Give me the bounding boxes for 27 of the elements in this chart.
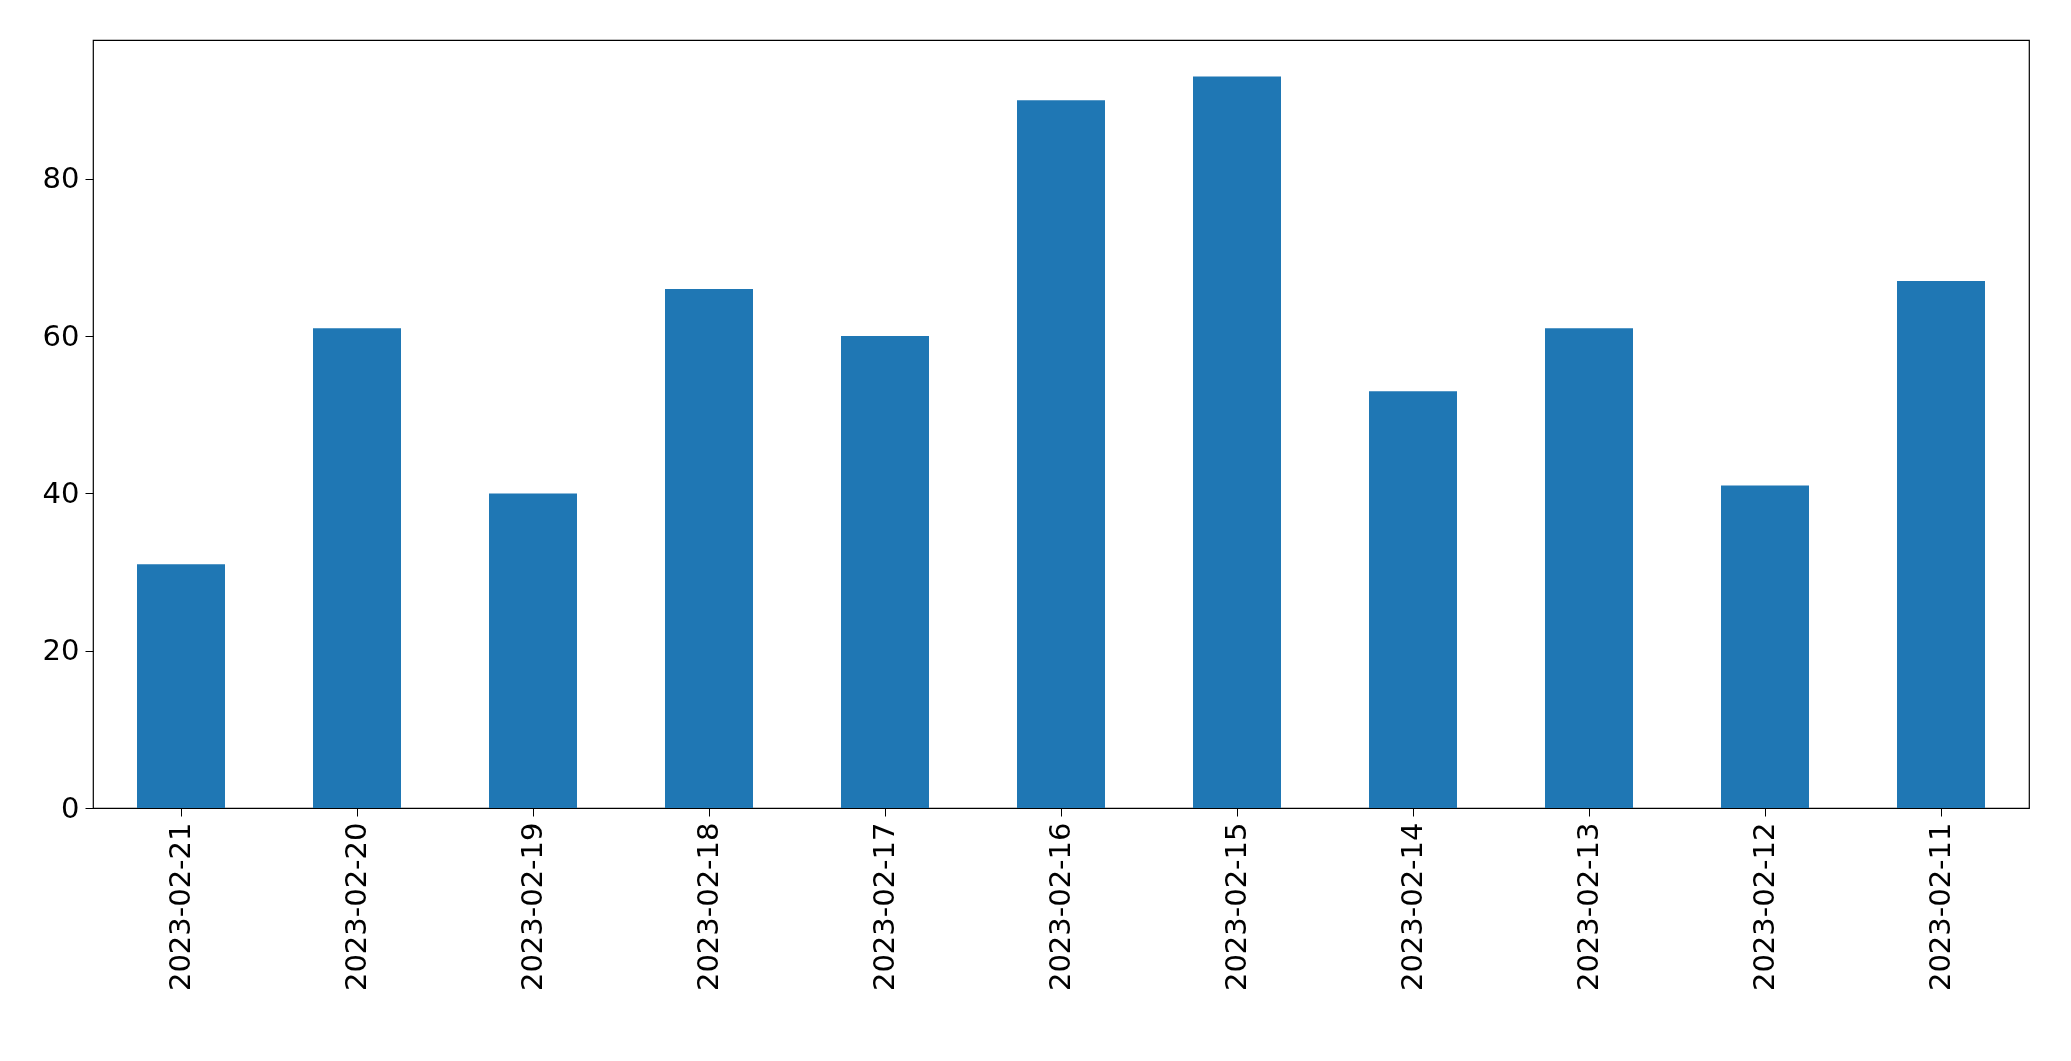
bar	[313, 328, 401, 808]
bar	[841, 336, 929, 808]
x-tick-label: 2023-02-21	[163, 822, 197, 992]
x-tick-label: 2023-02-13	[1571, 822, 1605, 992]
bar	[665, 288, 753, 808]
y-tick-label: 80	[42, 161, 80, 196]
bar	[1545, 328, 1633, 808]
bar	[1897, 281, 1985, 808]
bar	[1017, 100, 1105, 808]
y-tick-label: 40	[42, 475, 80, 510]
bar	[1369, 391, 1457, 808]
y-tick-label: 60	[42, 318, 80, 353]
x-tick-label: 2023-02-18	[691, 822, 725, 992]
y-tick-label: 0	[61, 790, 80, 825]
y-tick-label: 20	[42, 633, 80, 668]
x-tick-label: 2023-02-19	[515, 822, 549, 992]
x-tick-label: 2023-02-20	[339, 822, 373, 992]
bar	[1193, 76, 1281, 808]
x-tick-label: 2023-02-15	[1219, 822, 1253, 992]
x-tick-label: 2023-02-12	[1747, 822, 1781, 992]
x-tick-label: 2023-02-17	[867, 822, 901, 992]
bar	[1721, 485, 1809, 808]
bar	[489, 493, 577, 808]
x-tick-label: 2023-02-14	[1395, 822, 1429, 992]
bar	[137, 564, 225, 808]
x-tick-label: 2023-02-11	[1923, 822, 1957, 992]
x-tick-label: 2023-02-16	[1043, 822, 1077, 992]
